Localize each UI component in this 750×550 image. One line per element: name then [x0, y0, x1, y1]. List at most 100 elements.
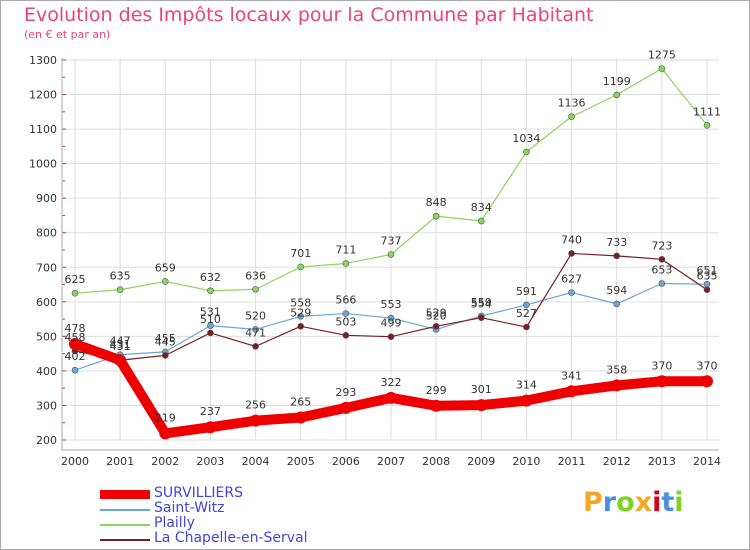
- x-tick-label: 2006: [332, 455, 360, 468]
- data-point-la-chapelle-en-serval: [432, 323, 440, 330]
- data-label-survilliers: 301: [471, 383, 492, 396]
- axes: 200 300 400 500 600 700 800 900 1000 1100 1200 1300…: [29, 54, 721, 468]
- data-point-plailly: [613, 91, 621, 99]
- x-tick-label: 2014: [693, 455, 721, 468]
- data-label-survilliers: 293: [335, 386, 356, 399]
- x-tick-label: 2008: [422, 455, 450, 468]
- y-tick-label: 1200: [29, 89, 57, 102]
- data-point-survilliers: [565, 385, 578, 398]
- y-tick-label: 900: [36, 192, 57, 205]
- proxiti-logo: Proxiti: [583, 487, 684, 518]
- data-labels: 625 635 659 632 636 701 711 737 848 834 1034 1136 11…: [65, 49, 722, 425]
- y-tick-label: 500: [36, 330, 57, 343]
- data-label-saint-witz: 591: [516, 285, 537, 298]
- logo-letter: o: [616, 487, 635, 518]
- y-tick-label: 700: [36, 261, 57, 274]
- data-label-survilliers: 219: [155, 411, 176, 424]
- data-point-la-chapelle-en-serval: [207, 329, 214, 337]
- legend-swatch: [100, 539, 150, 541]
- legend-swatch: [100, 509, 150, 511]
- data-point-plailly: [658, 65, 666, 72]
- data-point-survilliers: [385, 391, 397, 404]
- data-point-saint-witz: [342, 310, 350, 317]
- data-point-survilliers: [339, 401, 352, 414]
- data-label-la-chapelle-en-serval: 554: [471, 298, 492, 311]
- logo-letter: t: [661, 487, 675, 518]
- data-label-survilliers: 256: [245, 399, 266, 412]
- data-label-la-chapelle-en-serval: 733: [606, 236, 627, 249]
- data-point-plailly: [342, 260, 350, 267]
- data-point-survilliers: [114, 354, 127, 367]
- data-point-la-chapelle-en-serval: [477, 314, 485, 322]
- data-label-survilliers: 358: [606, 363, 627, 376]
- data-point-plailly: [477, 217, 485, 225]
- data-label-saint-witz: 566: [335, 294, 356, 307]
- data-label-saint-witz: 651: [697, 264, 718, 277]
- data-point-la-chapelle-en-serval: [613, 252, 621, 260]
- data-label-la-chapelle-en-serval: 740: [561, 233, 582, 246]
- data-label-plailly: 625: [65, 273, 86, 286]
- y-tick-label: 1300: [29, 54, 57, 67]
- data-label-la-chapelle-en-serval: 445: [155, 335, 176, 348]
- data-point-survilliers: [294, 411, 307, 424]
- data-point-la-chapelle-en-serval: [658, 256, 666, 263]
- data-label-saint-witz: 455: [155, 332, 176, 345]
- data-label-saint-witz: 553: [381, 298, 402, 311]
- data-label-plailly: 632: [200, 271, 221, 284]
- data-label-saint-witz: 627: [561, 272, 582, 285]
- chart-subtitle: (en € et par an): [24, 28, 111, 41]
- data-point-survilliers: [159, 427, 172, 440]
- x-tick-label: 2005: [287, 455, 315, 468]
- data-point-survilliers: [655, 375, 668, 388]
- data-label-plailly: 1199: [603, 75, 631, 88]
- data-label-survilliers: 322: [381, 376, 402, 389]
- y-tick-label: 1100: [29, 123, 57, 136]
- series-lines: [69, 65, 713, 440]
- y-tick-label: 1000: [29, 158, 57, 171]
- data-label-plailly: 834: [471, 201, 492, 214]
- data-point-survilliers: [475, 399, 488, 412]
- logo-letter: P: [583, 487, 603, 518]
- data-point-plailly: [207, 287, 214, 295]
- data-label-saint-witz: 447: [110, 335, 131, 348]
- data-label-plailly: 737: [381, 234, 402, 247]
- data-point-plailly: [432, 212, 440, 220]
- legend-swatch: [100, 490, 150, 499]
- data-label-survilliers: 431: [110, 338, 131, 351]
- data-point-la-chapelle-en-serval: [252, 343, 259, 350]
- data-label-plailly: 1136: [558, 97, 586, 110]
- plot-area: [62, 58, 717, 442]
- data-point-saint-witz: [71, 366, 79, 374]
- data-point-saint-witz: [387, 314, 395, 322]
- data-point-survilliers: [249, 414, 262, 427]
- data-label-survilliers: 314: [516, 379, 537, 392]
- data-label-saint-witz: 520: [245, 309, 266, 322]
- data-point-plailly: [71, 289, 79, 297]
- data-label-plailly: 848: [426, 196, 447, 209]
- x-tick-label: 2003: [196, 455, 224, 468]
- data-point-la-chapelle-en-serval: [297, 323, 305, 330]
- data-label-saint-witz: 402: [65, 350, 86, 363]
- legend-swatch: [100, 524, 150, 526]
- data-label-la-chapelle-en-serval: 471: [245, 326, 266, 339]
- logo-letter: x: [634, 487, 653, 518]
- x-tick-label: 2007: [377, 455, 405, 468]
- data-point-plailly: [252, 286, 259, 293]
- data-point-plailly: [116, 286, 124, 294]
- x-tick-label: 2012: [603, 455, 631, 468]
- data-point-la-chapelle-en-serval: [161, 352, 169, 359]
- grid: [62, 58, 719, 442]
- data-label-plailly: 635: [110, 270, 131, 283]
- y-tick-label: 200: [36, 434, 57, 447]
- data-label-survilliers: 370: [697, 359, 718, 372]
- data-label-survilliers: 370: [651, 359, 672, 372]
- x-tick-label: 2001: [106, 455, 134, 468]
- data-point-saint-witz: [252, 326, 259, 333]
- data-point-plailly: [387, 251, 395, 258]
- data-point-plailly: [297, 263, 305, 271]
- data-point-plailly: [703, 121, 711, 129]
- legend-label: Saint-Witz: [154, 500, 225, 516]
- data-label-plailly: 659: [155, 261, 176, 274]
- y-tick-label: 300: [36, 399, 57, 412]
